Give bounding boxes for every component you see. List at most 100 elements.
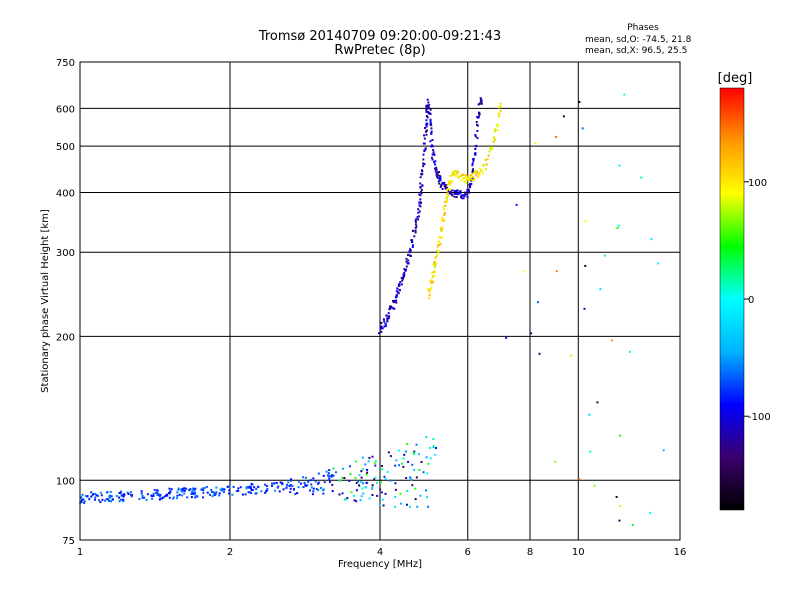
data-point [480,98,483,101]
data-point [417,211,420,214]
data-point [395,295,398,298]
data-point [246,485,249,488]
data-point [130,495,133,498]
data-point [383,320,386,323]
data-point [206,491,209,494]
data-point [498,112,501,115]
data-point [385,324,388,327]
data-point [215,486,218,489]
data-point [371,487,374,490]
data-point [107,499,110,502]
data-point [603,254,606,257]
data-point [427,101,430,104]
data-point [439,175,442,178]
colorbar-ticks: 100 0 -100 [744,178,771,423]
data-point [403,453,406,456]
data-point [366,468,369,471]
data-point [426,107,429,110]
data-point [443,201,446,204]
data-point [282,488,285,491]
data-point [338,493,341,496]
data-point [480,102,483,105]
data-point [152,492,155,495]
data-point [451,193,454,196]
data-point [445,196,448,199]
data-point [120,491,123,494]
data-point [429,446,432,449]
data-point [411,244,414,247]
data-point [193,489,196,492]
data-point [421,184,424,187]
data-point [478,113,481,116]
data-point [131,493,134,496]
data-point [471,178,474,181]
data-point [456,193,459,196]
data-point [239,486,242,489]
data-point [371,493,374,496]
plot-frame [79,61,681,541]
data-point [395,290,398,293]
data-point [458,175,461,178]
data-point [379,481,382,484]
data-point [430,286,433,289]
data-point [250,483,253,486]
data-point [322,492,325,495]
data-point [317,482,320,485]
data-point [381,465,384,468]
data-point [153,488,156,491]
data-point [473,152,476,155]
data-point [273,482,276,485]
data-point [297,480,300,483]
data-point [616,227,619,230]
data-point [353,499,356,502]
data-point [420,190,423,193]
data-point [361,482,364,485]
data-point [662,449,665,452]
data-point [433,153,436,156]
data-point [480,99,483,102]
data-point [477,175,480,178]
data-point [589,450,592,453]
data-point [253,486,256,489]
data-point [451,189,454,192]
data-point [141,496,144,499]
data-point [165,493,168,496]
data-point [183,492,186,495]
data-point [405,265,408,268]
data-point [433,261,436,264]
data-point [474,153,477,156]
data-point [426,496,429,499]
y-ticks: 75 100 200 300 400 500 600 750 [56,58,75,547]
data-point [94,496,97,499]
data-point [208,493,211,496]
data-point [441,219,444,222]
chart-subtitle: RwPretec (8p) [334,43,425,58]
data-point [453,195,456,198]
data-point [143,496,146,499]
data-point [407,259,410,262]
data-point [97,499,100,502]
data-point [354,460,357,463]
data-point [440,226,443,229]
data-point [440,228,443,231]
data-point [448,189,451,192]
y-tick-label: 500 [56,142,75,153]
data-point [281,483,284,486]
data-point [355,500,358,503]
data-point [223,488,226,491]
data-point [158,494,161,497]
data-point [220,489,223,492]
data-point [379,326,382,329]
data-point [291,485,294,488]
data-point [445,186,448,189]
data-point [264,490,267,493]
data-point [275,481,278,484]
x-tick-label: 4 [377,547,383,558]
data-point [469,176,472,179]
data-point [250,487,253,490]
data-point [119,490,122,493]
data-point [188,489,191,492]
data-point [403,272,406,275]
data-point [429,288,432,291]
data-point [457,176,460,179]
